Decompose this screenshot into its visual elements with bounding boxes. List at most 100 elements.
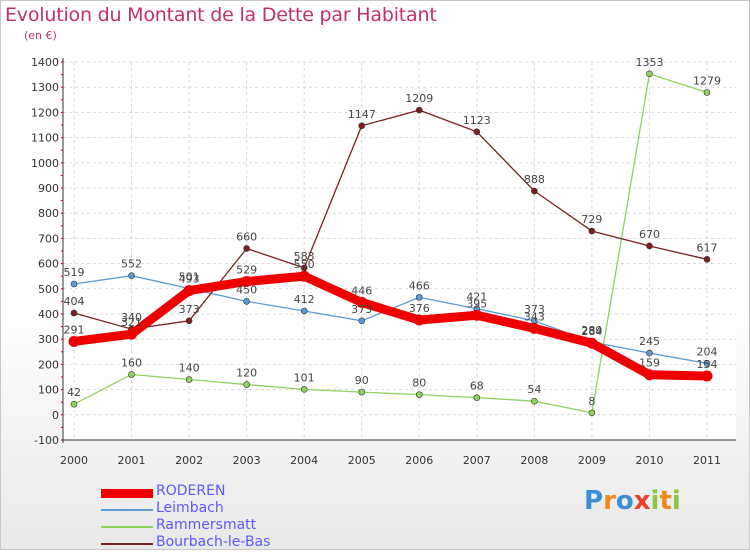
data-point-bourbach-le-bas	[243, 245, 250, 252]
data-point-bourbach-le-bas	[531, 187, 538, 195]
data-point-leimbach	[128, 272, 135, 279]
y-tick-label: 1400	[31, 56, 59, 69]
x-tick-label: 2010	[635, 454, 663, 467]
data-label-roderen: 376	[409, 302, 430, 315]
data-point-leimbach	[300, 307, 308, 315]
logo-letter: i	[671, 486, 681, 516]
legend-label-bourbach-le-bas: Bourbach-le-Bas	[156, 534, 271, 550]
data-label-leimbach: 501	[179, 271, 200, 284]
data-point-bourbach-le-bas	[588, 227, 596, 235]
data-point-rammersmatt	[358, 388, 366, 396]
data-label-rammersmatt: 80	[412, 377, 426, 390]
x-tick-label: 2005	[348, 454, 376, 467]
data-point-rammersmatt	[531, 397, 538, 405]
data-label-roderen: 154	[697, 358, 718, 371]
data-label-bourbach-le-bas: 617	[697, 241, 718, 254]
data-label-rammersmatt: 8	[588, 395, 595, 408]
data-point-roderen	[643, 369, 655, 381]
data-point-bourbach-le-bas	[703, 256, 711, 263]
data-point-roderen	[183, 285, 195, 297]
y-tick-label: 200	[38, 358, 59, 371]
data-label-rammersmatt: 101	[294, 371, 315, 384]
data-label-leimbach: 289	[581, 324, 602, 337]
data-label-rammersmatt: 140	[179, 362, 200, 375]
y-tick-label: 300	[38, 333, 59, 346]
logo-letter: t	[659, 486, 672, 516]
legend-label-roderen: RODEREN	[156, 483, 226, 499]
data-label-leimbach: 466	[409, 279, 430, 292]
data-label-bourbach-le-bas: 404	[64, 295, 85, 308]
data-label-bourbach-le-bas: 583	[294, 250, 315, 263]
data-label-bourbach-le-bas: 670	[639, 228, 660, 241]
data-label-roderen: 493	[179, 273, 200, 286]
y-tick-label: 1200	[31, 106, 59, 119]
legend-swatch-roderen	[101, 488, 153, 498]
legend-swatch-leimbach	[101, 508, 153, 511]
x-tick-label: 2011	[693, 454, 721, 467]
data-label-roderen: 395	[466, 297, 487, 310]
series-line-bourbach-le-bas	[73, 109, 708, 330]
data-label-rammersmatt: 120	[236, 367, 257, 380]
x-tick-label: 2008	[520, 454, 548, 467]
data-point-rammersmatt	[185, 376, 193, 383]
data-label-leimbach: 552	[121, 258, 142, 271]
data-point-roderen	[528, 322, 540, 334]
data-label-leimbach: 450	[236, 283, 257, 296]
legend-label-rammersmatt: Rammersmatt	[156, 517, 257, 533]
series-line-roderen	[69, 271, 712, 381]
data-point-roderen	[68, 335, 80, 347]
data-point-rammersmatt	[70, 400, 78, 408]
data-point-rammersmatt	[473, 394, 481, 401]
data-label-roderen: 550	[294, 258, 315, 271]
data-label-roderen: 159	[639, 357, 660, 370]
data-label-bourbach-le-bas: 1209	[405, 92, 433, 105]
plot-area	[63, 62, 736, 440]
data-point-rammersmatt	[415, 391, 423, 398]
data-point-leimbach	[415, 294, 423, 301]
data-point-rammersmatt	[128, 371, 135, 378]
data-label-roderen: 446	[351, 284, 372, 297]
data-label-rammersmatt: 68	[470, 380, 484, 393]
y-tick-label: 1000	[31, 157, 59, 170]
logo-letter: i	[650, 486, 660, 516]
data-label-bourbach-le-bas: 729	[581, 213, 602, 226]
y-tick-label: 700	[38, 232, 59, 245]
data-label-rammersmatt: 1279	[693, 74, 721, 87]
data-point-leimbach	[646, 349, 653, 357]
data-label-bourbach-le-bas: 1147	[348, 108, 376, 121]
x-tick-label: 2007	[463, 454, 491, 467]
y-tick-label: 800	[38, 207, 59, 220]
data-label-bourbach-le-bas: 888	[524, 173, 545, 186]
y-tick-label: 1100	[31, 132, 59, 145]
data-point-rammersmatt	[588, 409, 596, 417]
data-label-bourbach-le-bas: 1123	[463, 114, 491, 127]
y-tick-label: 100	[38, 384, 59, 397]
data-point-roderen	[701, 370, 713, 382]
x-tick-label: 2001	[118, 454, 146, 467]
data-label-leimbach: 421	[466, 291, 487, 304]
data-point-roderen	[356, 296, 368, 308]
data-label-roderen: 284	[581, 325, 602, 338]
logo-letter: x	[633, 486, 651, 516]
data-label-roderen: 291	[64, 323, 85, 336]
data-label-rammersmatt: 1353	[635, 56, 663, 69]
data-point-bourbach-le-bas	[473, 128, 481, 136]
data-point-bourbach-le-bas	[185, 317, 193, 325]
x-tick-label: 2009	[578, 454, 606, 467]
legend-swatch-bourbach-le-bas	[101, 542, 153, 545]
data-point-leimbach	[703, 360, 711, 367]
y-tick-label: 900	[38, 182, 59, 195]
y-tick-label: 600	[38, 258, 59, 271]
logo-letter: o	[615, 486, 634, 516]
data-point-leimbach	[243, 298, 250, 305]
y-tick-label: 500	[38, 283, 59, 296]
data-point-bourbach-le-bas	[358, 122, 366, 130]
data-point-bourbach-le-bas	[70, 309, 78, 317]
data-point-leimbach	[358, 317, 366, 325]
data-label-leimbach: 204	[697, 345, 718, 358]
data-label-bourbach-le-bas: 660	[236, 230, 257, 243]
data-point-roderen	[471, 309, 483, 321]
data-label-leimbach: 373	[524, 303, 545, 316]
y-tick-label: 1300	[31, 81, 59, 94]
